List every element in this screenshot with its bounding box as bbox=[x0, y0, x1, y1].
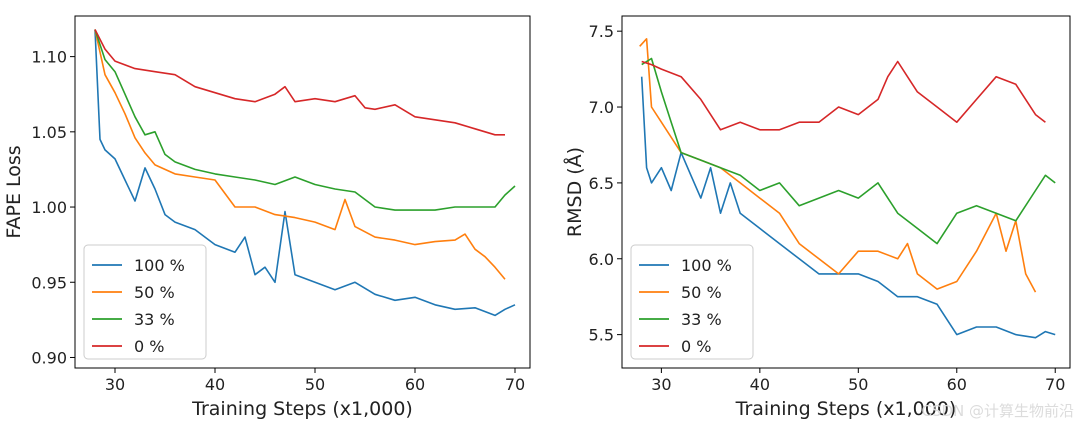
legend-label: 100 % bbox=[681, 256, 732, 275]
x-tick-label: 60 bbox=[947, 375, 967, 394]
legend-label: 0 % bbox=[134, 337, 164, 356]
y-tick-label: 0.95 bbox=[31, 273, 67, 292]
legend-label: 100 % bbox=[134, 256, 185, 275]
y-tick-label: 1.10 bbox=[31, 48, 67, 67]
series-line-0-panel-1 bbox=[94, 29, 505, 136]
y-tick-label: 1.00 bbox=[31, 198, 67, 217]
x-axis-label: Training Steps (x1,000) bbox=[735, 398, 957, 420]
x-tick-label: 50 bbox=[305, 375, 325, 394]
x-tick-label: 70 bbox=[505, 375, 525, 394]
y-tick-label: 5.5 bbox=[589, 326, 614, 345]
legend-label: 50 % bbox=[134, 283, 175, 302]
x-tick-label: 30 bbox=[105, 375, 125, 394]
legend-label: 0 % bbox=[681, 337, 711, 356]
x-tick-label: 40 bbox=[750, 375, 770, 394]
plot-frame bbox=[621, 15, 1071, 369]
x-tick-label: 30 bbox=[651, 375, 671, 394]
plot-frame bbox=[74, 15, 531, 369]
chart-panel-2: 30 40 50 60 70 5.5 6.0 6.5 7.0 7.5 Training Steps … bbox=[563, 15, 1071, 420]
series-line-33-panel-2 bbox=[641, 57, 1056, 245]
watermark: CSDN @计算生物前沿 bbox=[921, 402, 1074, 420]
y-tick-label: 0.90 bbox=[31, 348, 67, 367]
series-line-100-panel-2 bbox=[640, 76, 1056, 339]
x-tick-label: 50 bbox=[848, 375, 868, 394]
x-tick-label: 40 bbox=[205, 375, 225, 394]
x-axis-label: Training Steps (x1,000) bbox=[191, 398, 413, 420]
legend-label: 33 % bbox=[134, 310, 175, 329]
y-tick-label: 6.0 bbox=[589, 250, 614, 269]
legend-box bbox=[630, 244, 754, 360]
legend-box bbox=[83, 244, 207, 360]
legend-label: 33 % bbox=[681, 310, 722, 329]
y-tick-label: 7.0 bbox=[589, 98, 614, 117]
x-tick-label: 70 bbox=[1045, 375, 1065, 394]
y-tick-label: 7.5 bbox=[589, 22, 614, 41]
y-axis-label: RMSD (Å) bbox=[563, 147, 586, 237]
series-line-50-panel-1 bbox=[94, 29, 506, 280]
series-line-100-panel-1 bbox=[94, 29, 516, 317]
series-line-33-panel-1 bbox=[94, 29, 516, 211]
y-tick-label: 6.5 bbox=[589, 174, 614, 193]
chart-panel-1: 30 40 50 60 70 0.90 0.95 1.00 1.05 1.10 Training S… bbox=[3, 15, 531, 420]
legend-label: 50 % bbox=[681, 283, 722, 302]
y-axis-label: FAPE Loss bbox=[3, 145, 25, 238]
y-tick-label: 1.05 bbox=[31, 123, 67, 142]
series-line-0-panel-2 bbox=[641, 60, 1046, 131]
x-tick-label: 60 bbox=[405, 375, 425, 394]
